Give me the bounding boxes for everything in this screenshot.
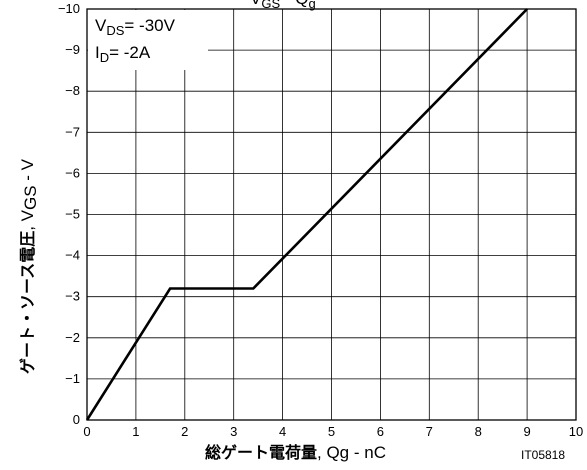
y-tick-label: 0 (73, 412, 80, 427)
y-axis-label-unit-sub: GS (21, 185, 40, 210)
title-sub2: g (308, 0, 315, 11)
title-main: V (250, 0, 262, 8)
x-tick-label: 6 (377, 424, 384, 439)
x-tick-label: 10 (569, 424, 583, 439)
y-axis-label-unit-suffix: - V (18, 158, 37, 185)
condition-vds-main: V (95, 16, 107, 35)
y-axis-label-main: ゲート・ソース電圧 (18, 231, 37, 374)
title-sub: GS (261, 0, 280, 11)
condition-id-rest: = -2A (109, 43, 151, 62)
y-tick-label: −3 (65, 289, 80, 304)
x-tick-labels: 0 1 2 3 4 5 6 7 8 9 10 (83, 424, 583, 439)
x-tick-label: 1 (132, 424, 139, 439)
x-tick-label: 0 (83, 424, 90, 439)
x-tick-label: 8 (475, 424, 482, 439)
grid-lines (86, 8, 577, 421)
y-tick-label: −10 (58, 1, 80, 16)
y-tick-label: −2 (65, 330, 80, 345)
condition-id-sub: D (100, 50, 109, 65)
title-rest: - Q (280, 0, 308, 8)
plot-frame (86, 8, 577, 421)
y-tick-label: −6 (65, 165, 80, 180)
x-axis-label: 総ゲート電荷量, Qg - nC (205, 443, 386, 462)
y-tick-label: −9 (65, 42, 80, 57)
y-tick-label: −1 (65, 371, 80, 386)
condition-vds: VDS= -30V (95, 16, 176, 38)
series-line (85, 8, 529, 421)
y-axis-label: ゲート・ソース電圧, VGS - V (18, 158, 40, 374)
x-tick-label: 4 (279, 424, 286, 439)
y-tick-label: −8 (65, 83, 80, 98)
x-axis-label-main: 総ゲート電荷量 (205, 443, 317, 462)
series-group (85, 8, 529, 421)
chart-title-fragment: VGS - Qg (250, 0, 316, 11)
y-tick-label: −4 (65, 248, 80, 263)
figure-id: IT05818 (521, 448, 565, 462)
x-tick-label: 2 (181, 424, 188, 439)
y-tick-label: −5 (65, 207, 80, 222)
condition-id: ID= -2A (95, 43, 151, 65)
condition-vds-sub: DS (106, 23, 124, 38)
x-tick-label: 3 (230, 424, 237, 439)
y-tick-label: −7 (65, 124, 80, 139)
x-axis-label-unit: , Qg - nC (317, 443, 386, 462)
x-tick-label: 7 (426, 424, 433, 439)
condition-vds-rest: = -30V (124, 16, 175, 35)
y-tick-labels: 0 −1 −2 −3 −4 −5 −6 −7 −8 −9 −10 (58, 1, 80, 427)
y-axis-label-unit-prefix: , V (18, 209, 37, 230)
x-tick-label: 5 (328, 424, 335, 439)
conditions-legend-box (88, 10, 208, 70)
condition-id-main: I (95, 43, 100, 62)
x-tick-label: 9 (523, 424, 530, 439)
